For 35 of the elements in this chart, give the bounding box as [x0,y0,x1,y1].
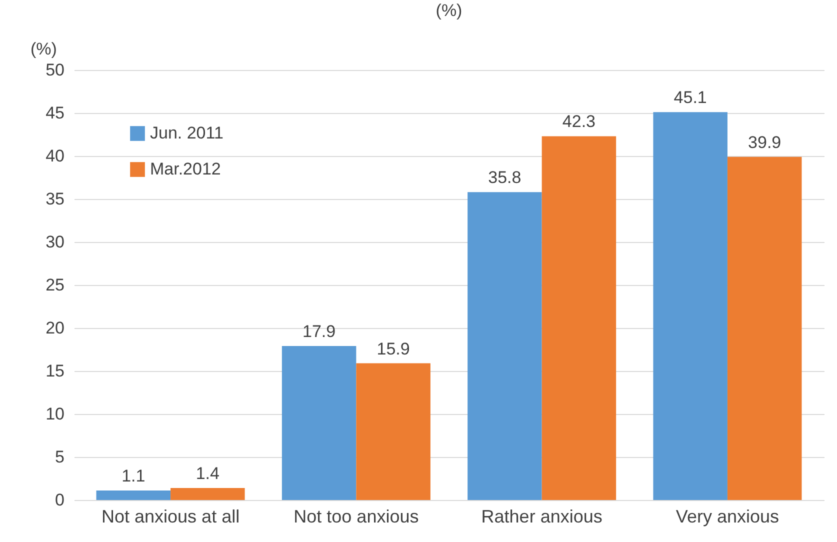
legend-label: Jun. 2011 [150,124,224,142]
y-tick-label: 30 [46,232,64,252]
data-label: 1.1 [122,466,146,486]
y-tick-label: 20 [46,318,64,338]
x-tick-label: Not too anxious [294,506,419,526]
x-tick-label: Very anxious [676,506,779,526]
data-label: 15.9 [376,339,410,358]
bar [653,112,728,500]
y-tick-label: 5 [55,448,64,466]
data-label: 42.3 [562,112,596,132]
bar [170,488,245,500]
y-tick-label: 25 [46,276,64,294]
bar [542,136,616,500]
y-tick-label: 40 [46,146,64,166]
y-tick-label: 15 [46,362,64,380]
y-tick-label: 10 [46,404,64,424]
x-tick-label: Not anxious at all [101,506,240,526]
x-tick-label: Rather anxious [481,506,602,526]
y-axis-title: (%) [30,40,57,58]
legend-label: Mar.2012 [150,160,221,178]
bar [356,363,430,500]
y-tick-label: 35 [46,190,64,208]
y-tick-label: 45 [46,104,64,122]
chart-title: (%) [436,1,462,20]
bar [468,192,542,500]
bar [282,346,356,500]
y-tick-label: 0 [55,490,64,510]
data-label: 1.4 [196,464,220,483]
data-label: 35.8 [488,168,522,188]
bar [727,156,802,500]
data-label: 17.9 [302,322,336,342]
y-tick-label: 50 [46,60,64,80]
data-label: 45.1 [674,88,707,108]
bar [96,490,171,500]
data-label: 39.9 [748,132,782,152]
